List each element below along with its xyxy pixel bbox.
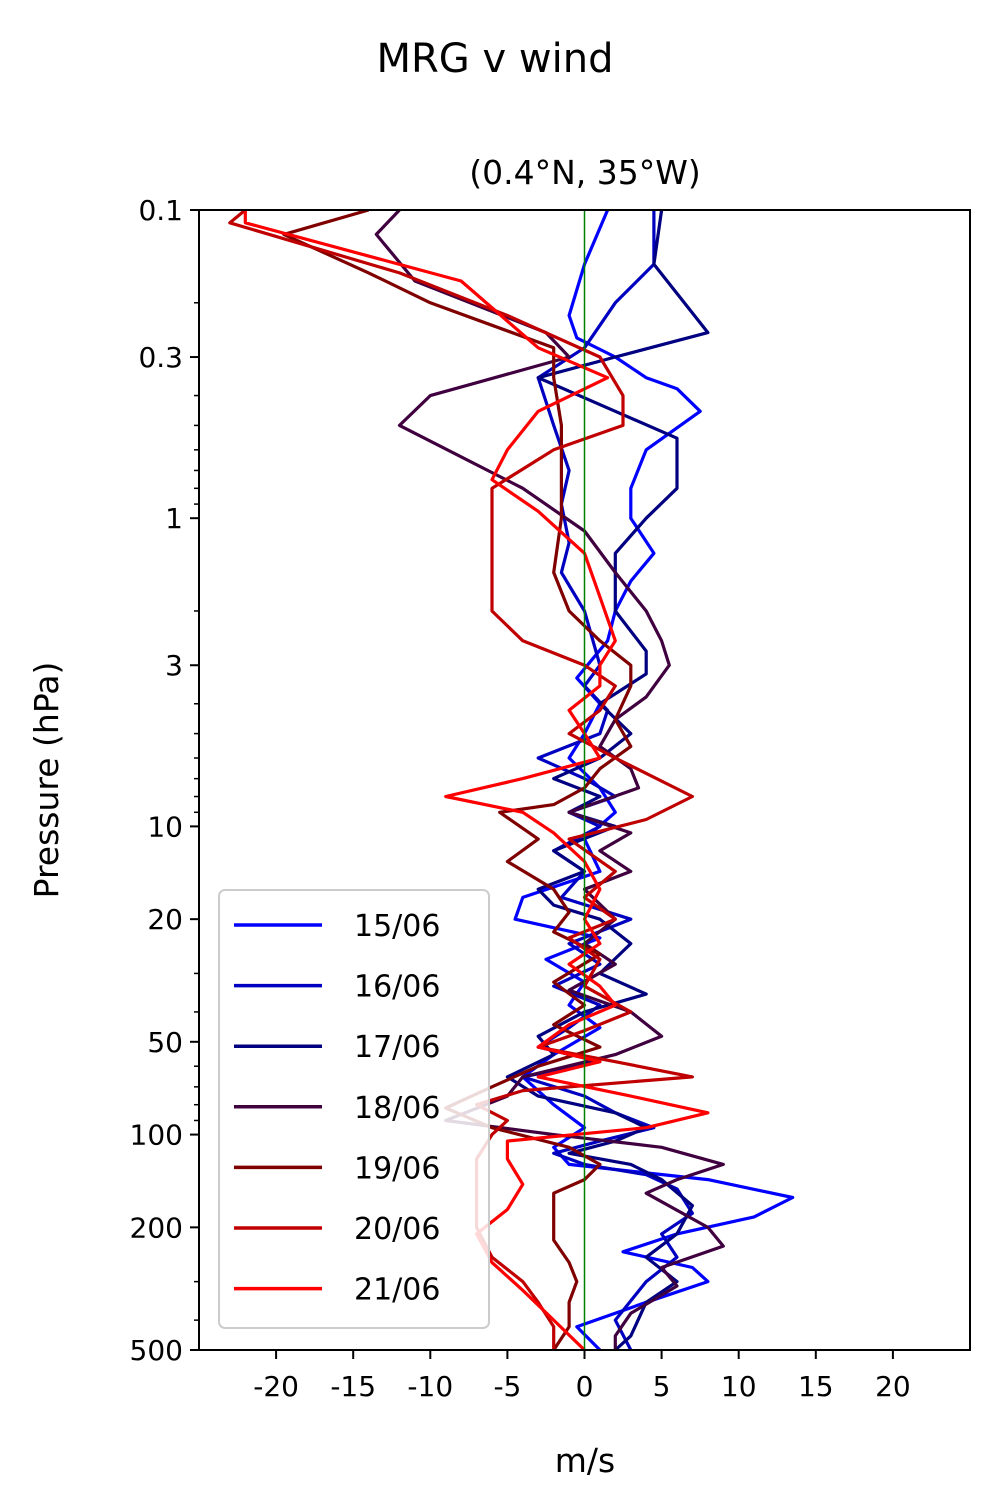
y-tick-label: 1 bbox=[165, 502, 183, 535]
y-tick-label: 0.3 bbox=[138, 341, 183, 374]
x-tick-label: -5 bbox=[493, 1370, 521, 1403]
x-tick-label: 20 bbox=[875, 1370, 911, 1403]
y-axis-ticks: 0.1 0.3 1 3 10 20 50 100 200 500 bbox=[130, 194, 199, 1367]
legend-label: 15/06 bbox=[354, 909, 440, 944]
legend-label: 16/06 bbox=[354, 970, 440, 1005]
y-axis-label: Pressure (hPa) bbox=[27, 662, 66, 899]
y-tick-label: 200 bbox=[130, 1211, 183, 1244]
legend-label: 18/06 bbox=[354, 1091, 440, 1126]
chart-title: MRG v wind bbox=[377, 36, 614, 82]
x-axis-label: m/s bbox=[555, 1441, 615, 1480]
series-line-0 bbox=[513, 210, 795, 1350]
x-tick-label: 10 bbox=[721, 1370, 757, 1403]
chart-subtitle: (0.4°N, 35°W) bbox=[469, 153, 701, 192]
y-tick-label: 100 bbox=[130, 1119, 183, 1152]
legend: 15/06 16/06 17/06 18/06 19/06 20/06 21/06 bbox=[218, 889, 490, 1329]
x-axis-ticks: -20 -15 -10 -5 0 5 10 15 20 bbox=[253, 1350, 911, 1403]
x-tick-label: 0 bbox=[576, 1370, 594, 1403]
series-layer bbox=[228, 210, 795, 1350]
series-line-1 bbox=[521, 210, 694, 1350]
y-tick-label: 3 bbox=[165, 649, 183, 682]
legend-label: 21/06 bbox=[354, 1273, 440, 1308]
y-tick-label: 50 bbox=[147, 1026, 183, 1059]
legend-box bbox=[218, 889, 490, 1329]
series-line-4 bbox=[282, 210, 633, 1350]
y-tick-label: 20 bbox=[147, 903, 183, 936]
series-line-6 bbox=[243, 210, 710, 1350]
x-tick-label: 5 bbox=[653, 1370, 671, 1403]
legend-label: 20/06 bbox=[354, 1212, 440, 1247]
legend-label: 17/06 bbox=[354, 1030, 440, 1065]
y-tick-label: 10 bbox=[147, 810, 183, 843]
x-tick-label: -15 bbox=[330, 1370, 376, 1403]
legend-label: 19/06 bbox=[354, 1151, 440, 1186]
y-tick-label: 500 bbox=[130, 1334, 183, 1367]
series-line-2 bbox=[505, 210, 710, 1350]
x-tick-label: -10 bbox=[407, 1370, 453, 1403]
x-tick-label: -20 bbox=[253, 1370, 299, 1403]
y-tick-label: 0.1 bbox=[138, 194, 183, 227]
x-tick-label: 15 bbox=[798, 1370, 834, 1403]
